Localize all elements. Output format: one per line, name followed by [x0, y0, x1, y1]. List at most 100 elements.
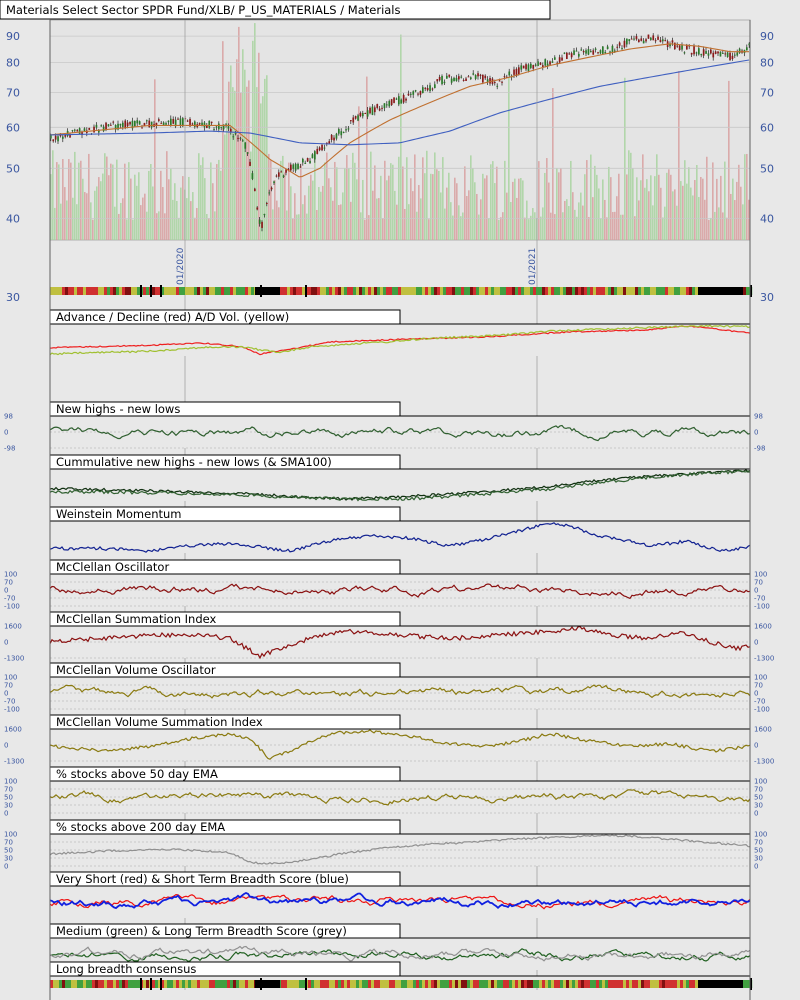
strip-cell: [239, 287, 243, 295]
strip-cell: [284, 287, 288, 295]
strip-cell: [404, 980, 408, 988]
strip-cell: [152, 980, 156, 988]
strip-cell: [398, 287, 402, 295]
volume-bar: [386, 180, 388, 240]
strip-cell: [476, 287, 480, 295]
volume-bar: [350, 201, 352, 240]
candle-body: [280, 171, 283, 173]
candle-body: [297, 163, 299, 169]
strip-cell: [146, 980, 150, 988]
volume-bar: [732, 178, 734, 240]
candle-body: [162, 122, 165, 126]
volume-bar: [650, 175, 652, 240]
volume-bar: [182, 176, 184, 240]
candle-body: [554, 57, 556, 60]
strip-cell: [332, 287, 336, 295]
candle-body: [642, 40, 645, 44]
strip-cell: [422, 980, 426, 988]
strip-cell: [227, 980, 231, 988]
strip-cell: [152, 287, 156, 295]
volume-bar: [636, 177, 638, 240]
strip-cell: [407, 287, 411, 295]
strip-cell: [587, 287, 591, 295]
strip-cell: [566, 287, 570, 295]
strip-marker: [160, 978, 162, 990]
panel-y-label-right: 1600: [754, 623, 772, 631]
strip-cell: [68, 980, 72, 988]
volume-bar: [594, 165, 596, 240]
candle-body: [611, 45, 614, 53]
strip-cell: [98, 980, 102, 988]
volume-bar: [454, 177, 456, 240]
panel-series-line: [49, 522, 751, 553]
volume-bar: [482, 173, 484, 240]
volume-bar: [638, 200, 640, 240]
candle-body: [578, 53, 580, 57]
strip-cell: [242, 980, 246, 988]
strip-cell: [185, 980, 189, 988]
candle-body: [222, 124, 225, 130]
candle-body: [650, 37, 652, 40]
volume-bar: [176, 200, 178, 240]
strip-cell: [239, 980, 243, 988]
volume-bar: [388, 175, 390, 240]
candle-body: [599, 50, 602, 54]
candle-body: [674, 42, 676, 50]
panel-cumnhnl: Cummulative new highs - new lows (& SMA1…: [49, 454, 751, 502]
volume-bar: [552, 88, 554, 240]
candle-body: [652, 35, 655, 41]
candle-body: [112, 121, 115, 123]
volume-bar: [736, 181, 738, 240]
strip-cell: [122, 287, 126, 295]
strip-cell: [650, 287, 654, 295]
strip-cell: [566, 980, 570, 988]
strip-cell: [539, 980, 543, 988]
strip-cell: [491, 287, 495, 295]
volume-bar: [740, 186, 742, 240]
strip-cell: [98, 287, 102, 295]
volume-bar: [718, 207, 720, 240]
strip-cell: [470, 980, 474, 988]
candle-body: [167, 120, 170, 123]
volume-bar: [410, 178, 412, 240]
strip-cell: [617, 980, 621, 988]
volume-bar: [180, 187, 182, 240]
volume-bar: [150, 163, 152, 240]
volume-bar: [502, 212, 504, 240]
panel-title: McClellan Volume Oscillator: [56, 663, 216, 677]
strip-cell: [746, 287, 750, 295]
panel-y-label: 0: [4, 690, 8, 698]
strip-cell: [317, 287, 321, 295]
volume-bar: [290, 186, 292, 240]
candle-body: [172, 118, 175, 124]
volume-bar: [232, 87, 234, 241]
volume-bar: [244, 69, 246, 240]
candle-body: [462, 79, 465, 81]
panel-series-line: [49, 325, 751, 356]
strip-cell: [611, 287, 615, 295]
strip-cell: [290, 287, 294, 295]
panel-y-label-right: 30: [754, 855, 763, 863]
strip-cell: [518, 980, 522, 988]
breadth-strip-bottom: [50, 978, 753, 990]
strip-cell: [308, 980, 312, 988]
candle-body: [326, 142, 328, 144]
strip-cell: [173, 287, 177, 295]
candle-body: [285, 169, 287, 173]
volume-bar: [336, 167, 338, 240]
volume-bar: [478, 214, 480, 240]
volume-bar: [264, 78, 266, 240]
strip-cell: [320, 980, 324, 988]
volume-bar: [720, 175, 722, 240]
volume-bar: [682, 185, 684, 240]
candle-body: [81, 131, 83, 136]
panel-y-label-right: 0: [754, 690, 758, 698]
candle-body: [606, 46, 609, 50]
candle-body: [731, 55, 734, 60]
strip-cell: [434, 287, 438, 295]
panel-title: McClellan Oscillator: [56, 560, 169, 574]
volume-bar: [618, 173, 620, 240]
volume-bar: [76, 204, 78, 240]
strip-cell: [158, 287, 162, 295]
